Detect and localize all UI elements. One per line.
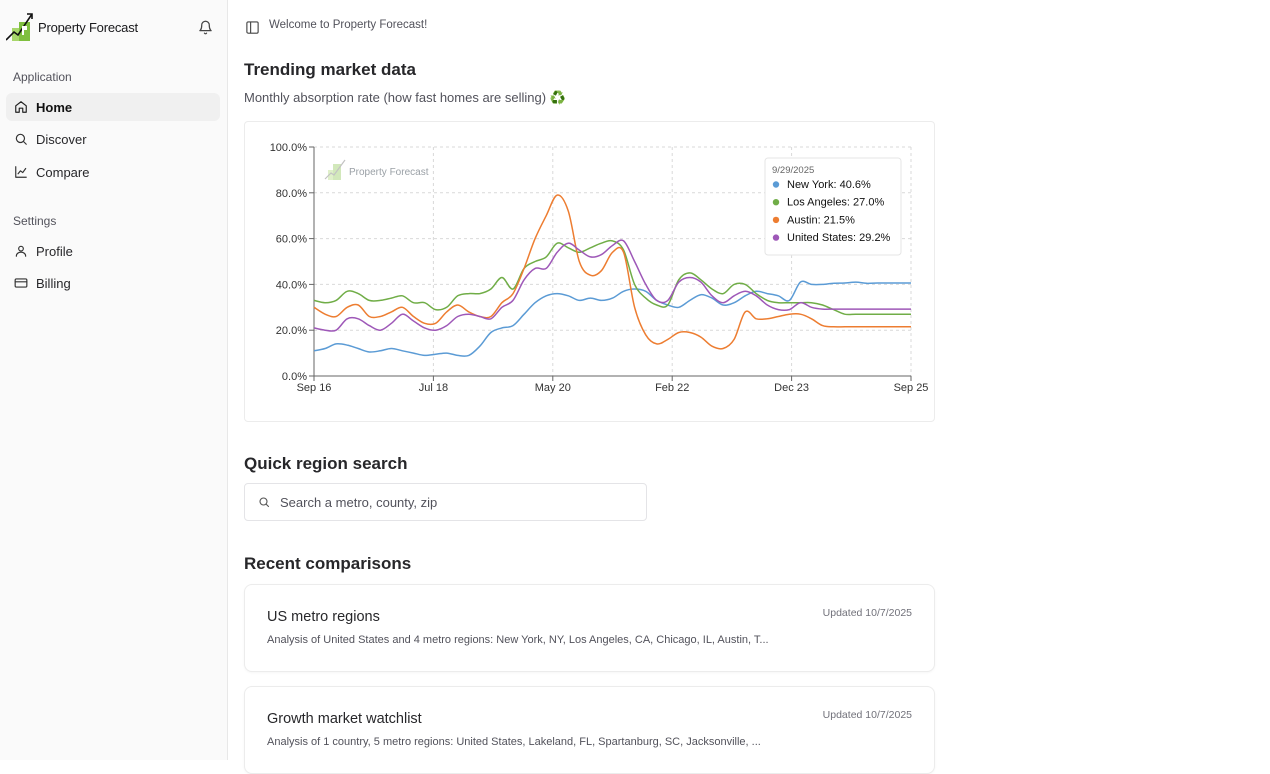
credit-card-icon: [14, 278, 28, 288]
comparison-updated: Updated 10/7/2025: [822, 709, 912, 721]
sidebar-item-profile[interactable]: Profile: [6, 237, 220, 265]
series-line: [313, 194, 911, 350]
comparison-description: Analysis of United States and 4 metro re…: [267, 634, 769, 646]
sidebar-item-discover[interactable]: Discover: [6, 125, 220, 153]
chart-tooltip: 9/29/2025 New York: 40.6% Los Angeles: 27.…: [764, 157, 902, 256]
tooltip-entry: United States: 29.2%: [787, 232, 891, 244]
sidebar-item-compare[interactable]: Compare: [6, 158, 220, 186]
bell-icon[interactable]: [198, 20, 213, 35]
sidebar-item-label: Home: [36, 99, 73, 115]
x-tick-label: Sep 25: [894, 382, 929, 394]
comparison-card[interactable]: Growth market watchlist Updated 10/7/202…: [244, 686, 935, 774]
trending-title: Trending market data: [244, 60, 416, 79]
chart-watermark: Property Forecast: [324, 159, 429, 180]
tooltip-swatch: [772, 216, 780, 224]
brand-name: Property Forecast: [38, 19, 138, 35]
search-icon: [259, 497, 270, 508]
sidebar-item-label: Billing: [36, 275, 71, 291]
series-line: [313, 239, 911, 332]
y-tick-label: 60.0%: [276, 234, 307, 246]
comparison-updated: Updated 10/7/2025: [822, 607, 912, 619]
y-tick-label: 20.0%: [276, 325, 307, 337]
series-line: [313, 239, 911, 316]
series-line: [313, 280, 911, 357]
comparison-card[interactable]: US metro regions Updated 10/7/2025 Analy…: [244, 584, 935, 672]
x-tick-label: May 20: [535, 382, 571, 394]
sidebar: Property Forecast Application Home Disco…: [0, 0, 228, 760]
tooltip-entry: Los Angeles: 27.0%: [787, 197, 884, 209]
tooltip-swatch: [772, 181, 780, 188]
comparison-title: Growth market watchlist: [267, 711, 422, 727]
y-tick-label: 40.0%: [276, 279, 307, 291]
tooltip-swatch: [772, 234, 780, 241]
user-icon: [15, 245, 27, 257]
y-tick-label: 0.0%: [282, 371, 307, 383]
recent-comparisons-title: Recent comparisons: [244, 554, 412, 573]
sidebar-item-label: Compare: [36, 164, 90, 180]
search-icon: [15, 133, 27, 145]
quick-search-title: Quick region search: [244, 454, 408, 473]
sidebar-item-home[interactable]: Home: [6, 93, 220, 121]
line-chart-icon: [15, 166, 27, 178]
comparison-title: US metro regions: [267, 609, 380, 625]
chart-series: [313, 194, 911, 357]
region-search-box[interactable]: [244, 483, 647, 521]
x-tick-label: Jul 18: [419, 382, 448, 394]
tooltip-entry: Austin: 21.5%: [787, 214, 855, 226]
welcome-message: Welcome to Property Forecast!: [269, 19, 428, 31]
absorption-rate-chart[interactable]: Property Forecast 0.0% 20.0% 40.0% 60.0% 80.…: [245, 122, 936, 423]
home-icon: [15, 101, 27, 113]
trending-subtitle: Monthly absorption rate (how fast homes …: [244, 90, 566, 105]
sidebar-toggle-icon[interactable]: [245, 20, 260, 35]
sidebar-item-billing[interactable]: Billing: [6, 269, 220, 297]
tooltip-swatch: [772, 199, 780, 206]
chart-watermark-text: Property Forecast: [349, 167, 429, 178]
group-label-application: Application: [13, 70, 72, 84]
comparison-description: Analysis of 1 country, 5 metro regions: …: [267, 736, 761, 748]
region-search-input[interactable]: [278, 493, 622, 511]
brand[interactable]: Property Forecast: [6, 12, 138, 42]
x-tick-label: Sep 16: [297, 382, 332, 394]
y-tick-label: 80.0%: [276, 188, 307, 200]
x-tick-label: Dec 23: [774, 382, 809, 394]
group-label-settings: Settings: [13, 214, 57, 228]
tooltip-date: 9/29/2025: [772, 165, 814, 176]
y-tick-label: 100.0%: [270, 142, 308, 154]
chart-axes: 0.0% 20.0% 40.0% 60.0% 80.0% 100.0% Sep 16 Jul …: [270, 142, 929, 394]
x-tick-label: Feb 22: [655, 382, 689, 394]
tooltip-entry: New York: 40.6%: [787, 179, 871, 191]
chart-card[interactable]: Property Forecast 0.0% 20.0% 40.0% 60.0% 80.…: [244, 121, 935, 422]
sidebar-item-label: Discover: [36, 131, 87, 147]
sidebar-item-label: Profile: [36, 243, 73, 259]
logo-icon: [6, 13, 33, 41]
tooltip-box: [764, 157, 902, 256]
